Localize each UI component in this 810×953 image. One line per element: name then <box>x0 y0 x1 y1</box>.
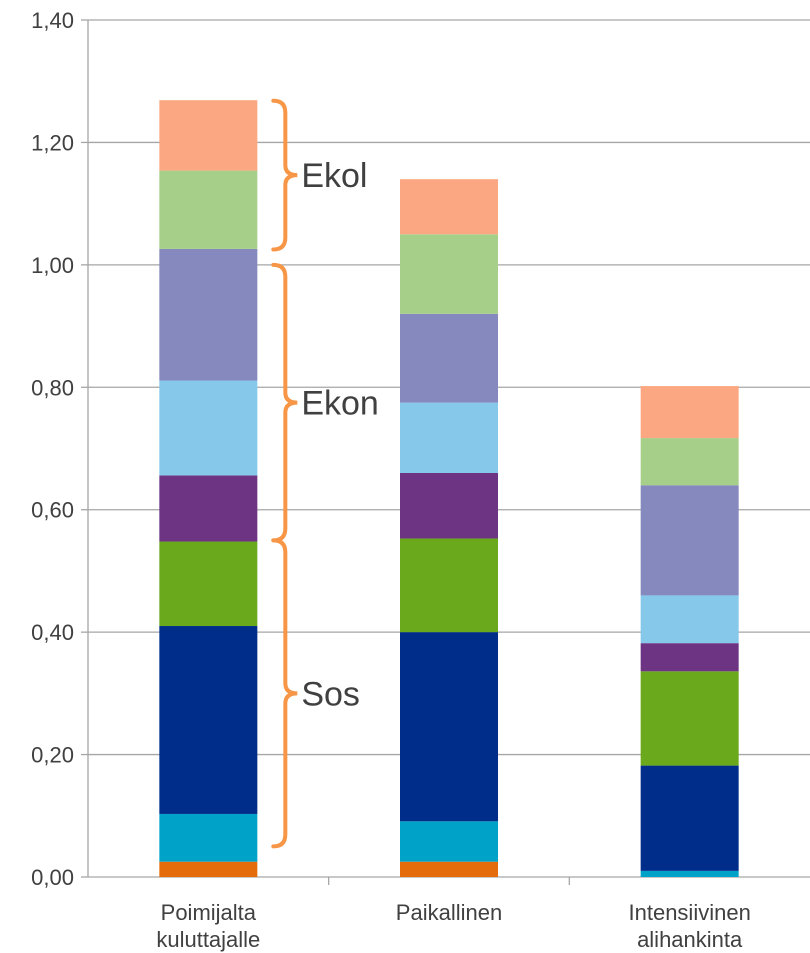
x-category-label: Poimijalta <box>161 900 257 925</box>
y-tick-label: 0,20 <box>31 743 74 768</box>
y-tick-label: 0,80 <box>31 375 74 400</box>
bar-segment <box>400 179 498 235</box>
brace-icon <box>271 538 298 849</box>
bar-segment <box>159 380 258 476</box>
bar-segment <box>159 475 258 542</box>
y-tick-label: 1,00 <box>31 253 74 278</box>
bar-segment <box>640 595 739 644</box>
bar-segment <box>400 538 498 633</box>
x-category-label: Paikallinen <box>396 900 502 925</box>
brace-label: Ekon <box>301 385 379 423</box>
x-category-label: kuluttajalle <box>156 927 260 952</box>
x-category-label: alihankinta <box>637 927 743 952</box>
brace-icon <box>271 262 298 543</box>
bars <box>159 100 739 877</box>
bar-segment <box>640 671 739 766</box>
y-tick-label: 0,40 <box>31 620 74 645</box>
bar-segment <box>159 170 258 249</box>
bar-segment <box>400 313 498 403</box>
bar-segment <box>159 861 258 877</box>
bar-segment <box>400 402 498 473</box>
y-tick-labels: 0,00 0,20 0,40 0,60 0,80 1,00 1,20 1,40 <box>31 8 74 890</box>
y-tick-label: 1,40 <box>31 8 74 33</box>
y-tick-label: 0,00 <box>31 865 74 890</box>
y-tick-label: 0,60 <box>31 498 74 523</box>
bar-segment <box>400 234 498 314</box>
bar-segment <box>640 386 739 439</box>
bar-segment <box>640 643 739 672</box>
bar-segment <box>159 813 258 862</box>
bar-segment <box>159 100 258 171</box>
bar-segment <box>640 765 739 871</box>
brace-icon <box>271 98 298 252</box>
bar-segment <box>640 485 739 596</box>
bar-segment <box>400 472 498 539</box>
x-category-label: Intensiivinen <box>629 900 751 925</box>
bar-segment <box>640 870 739 877</box>
bar-segment <box>159 541 258 627</box>
bar-segment <box>159 248 258 381</box>
bar-segment <box>400 821 498 862</box>
bar-segment <box>400 861 498 877</box>
bar-segment <box>640 438 739 486</box>
brace-label: Sos <box>301 675 360 713</box>
bar-segment <box>159 626 258 814</box>
bar-segment <box>400 632 498 822</box>
y-tick-label: 1,20 <box>31 130 74 155</box>
brace-annotations: Ekol Ekon Sos <box>271 98 379 849</box>
brace-label: Ekol <box>301 157 367 195</box>
